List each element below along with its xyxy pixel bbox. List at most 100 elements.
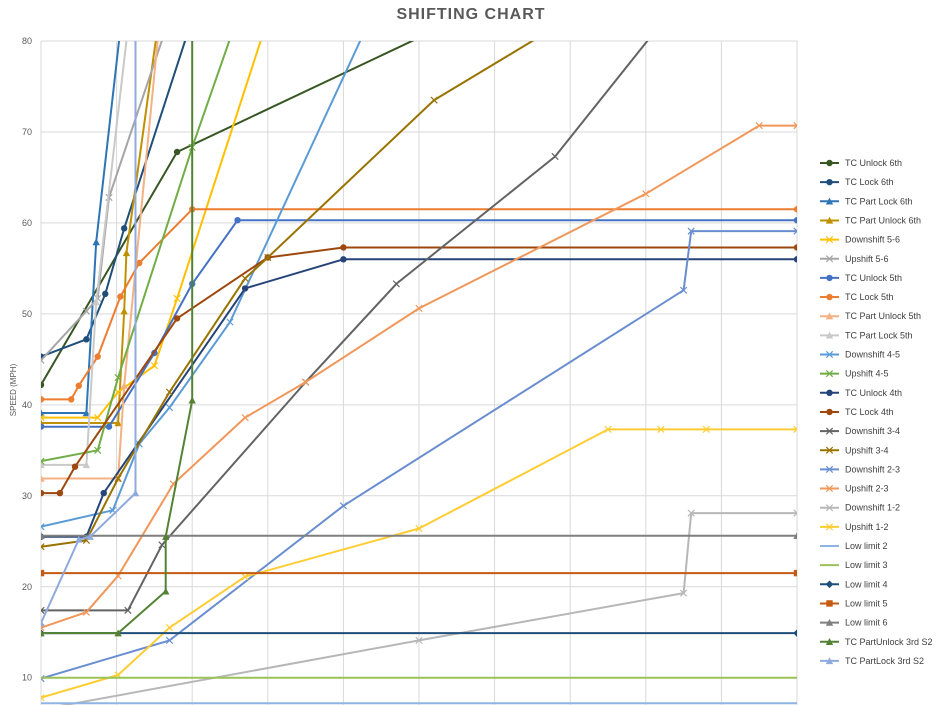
legend-label: Low limit 3: [845, 560, 888, 570]
legend-label: TC Unlock 6th: [845, 158, 902, 168]
data-point: [82, 409, 91, 417]
series-tc-part-lock-5th: [41, 41, 128, 469]
data-point: [226, 318, 234, 326]
data-point: [415, 304, 423, 313]
series-tc-part-unlock-5th: [41, 41, 159, 482]
data-point: [551, 152, 559, 161]
series-line: [41, 41, 231, 463]
data-point: [120, 307, 128, 315]
y-axis-label: SPEED (MPH): [9, 363, 18, 416]
legend-marker: [825, 350, 834, 359]
data-point: [430, 96, 438, 104]
legend-item: Upshift 4-5: [820, 369, 889, 379]
data-point: [41, 543, 45, 551]
legend-label: Low limit 2: [845, 541, 888, 551]
series-line: [41, 41, 194, 635]
legend-item: Upshift 1-2: [820, 522, 889, 532]
legend-label: Upshift 4-5: [845, 369, 889, 379]
series-tc-lock-4th: [41, 244, 797, 497]
legend-item: Low limit 5: [820, 598, 888, 608]
series-tc-lock-5th: [41, 206, 797, 403]
legend-marker: [825, 235, 834, 244]
legend-item: Low limit 6: [820, 618, 888, 628]
series-line: [41, 41, 121, 414]
y-tick-label: 80: [22, 36, 32, 46]
legend-label: TC PartUnlock 3rd S2: [845, 637, 933, 647]
legend-item: TC Lock 5th: [820, 292, 894, 302]
data-point: [71, 463, 79, 470]
data-point: [165, 624, 174, 632]
data-point: [41, 606, 45, 615]
chart-title: SHIFTING CHART: [396, 6, 546, 23]
legend-marker: [825, 657, 834, 665]
legend-item: TC PartLock 3rd S2: [820, 656, 924, 666]
data-point: [75, 535, 83, 543]
legend-item: TC Unlock 4th: [820, 388, 902, 398]
legend-label: TC Unlock 4th: [845, 388, 902, 398]
legend-label: Upshift 5-6: [845, 254, 889, 264]
y-tick-label: 30: [22, 491, 32, 501]
series-tc-unlock-5th: [41, 216, 797, 430]
data-point: [105, 423, 113, 430]
data-point: [41, 523, 45, 531]
data-point: [793, 509, 797, 517]
data-point: [687, 509, 695, 517]
data-point: [162, 587, 170, 595]
data-point: [82, 608, 90, 616]
data-point: [793, 216, 797, 224]
data-point: [234, 216, 241, 224]
data-point: [41, 532, 45, 540]
legend-item: Upshift 2-3: [820, 484, 889, 494]
legend-item: Downshift 3-4: [820, 426, 900, 436]
data-point: [264, 253, 272, 262]
legend-item: TC Lock 6th: [820, 177, 894, 187]
data-point: [41, 474, 45, 482]
y-axis-ticks: 10 20 30 40 50 60 70 80: [22, 36, 32, 683]
data-point: [41, 413, 45, 422]
legend-marker: [826, 408, 833, 416]
legend-item: Low limit 2: [820, 541, 888, 551]
data-point: [120, 382, 128, 389]
legend-label: Upshift 1-2: [845, 522, 889, 532]
data-point: [41, 457, 45, 465]
data-point: [114, 474, 122, 483]
legend-marker: [825, 523, 834, 531]
legend-label: TC Part Unlock 6th: [845, 215, 921, 225]
legend-item: TC Part Lock 5th: [820, 330, 913, 340]
data-point: [340, 256, 347, 263]
legend-label: TC PartLock 3rd S2: [845, 656, 924, 666]
series-tc-lock-6th: [41, 41, 187, 360]
data-point: [117, 293, 124, 300]
data-point: [131, 489, 140, 497]
legend-label: TC Lock 4th: [845, 407, 894, 417]
data-point: [100, 489, 107, 497]
y-tick-label: 10: [22, 673, 32, 683]
series-upshift-1-2: [41, 425, 797, 702]
data-point: [702, 425, 710, 434]
legend-marker: [825, 197, 834, 205]
data-point: [687, 227, 695, 235]
data-point: [162, 533, 170, 540]
legend-marker: [825, 638, 834, 645]
data-point: [41, 694, 45, 702]
data-point: [642, 190, 650, 198]
series-upshift-4-5: [41, 41, 231, 465]
data-point: [114, 373, 122, 382]
legend-marker: [826, 389, 833, 396]
legend-item: Downshift 1-2: [820, 503, 900, 513]
data-point: [41, 356, 45, 364]
data-point: [41, 489, 45, 497]
data-point: [82, 307, 90, 315]
legend-marker: [825, 216, 834, 224]
gridlines: [40, 40, 798, 705]
legend-marker: [825, 331, 834, 339]
legend-marker: [825, 484, 834, 493]
data-point: [75, 382, 83, 389]
data-point: [41, 409, 45, 417]
legend-label: Downshift 2-3: [845, 464, 900, 474]
legend-label: Downshift 5-6: [845, 235, 900, 245]
data-point: [82, 461, 91, 469]
legend-item: Downshift 4-5: [820, 350, 900, 360]
data-point: [793, 425, 797, 434]
data-point: [68, 396, 75, 403]
